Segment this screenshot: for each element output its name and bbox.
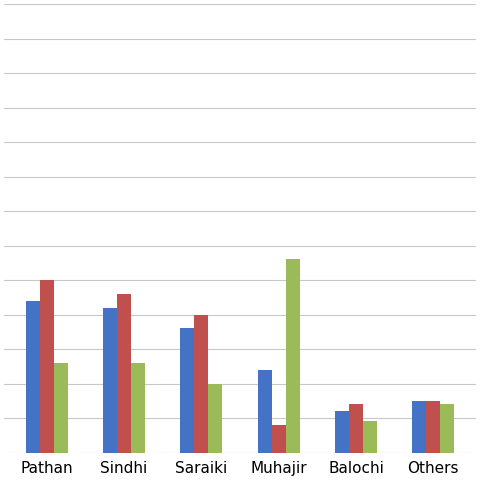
Bar [40,280,54,453]
Bar [180,328,194,453]
Bar [258,370,272,453]
Bar [272,425,286,453]
Bar [103,308,117,453]
Bar [440,404,454,453]
Bar [349,404,363,453]
Bar [26,301,40,453]
Bar [117,294,131,453]
Bar [363,421,377,453]
Bar [286,259,300,453]
Bar [208,384,222,453]
Bar [131,363,145,453]
Bar [335,411,349,453]
Bar [54,363,68,453]
Bar [194,314,208,453]
Bar [412,401,426,453]
Bar [426,401,440,453]
